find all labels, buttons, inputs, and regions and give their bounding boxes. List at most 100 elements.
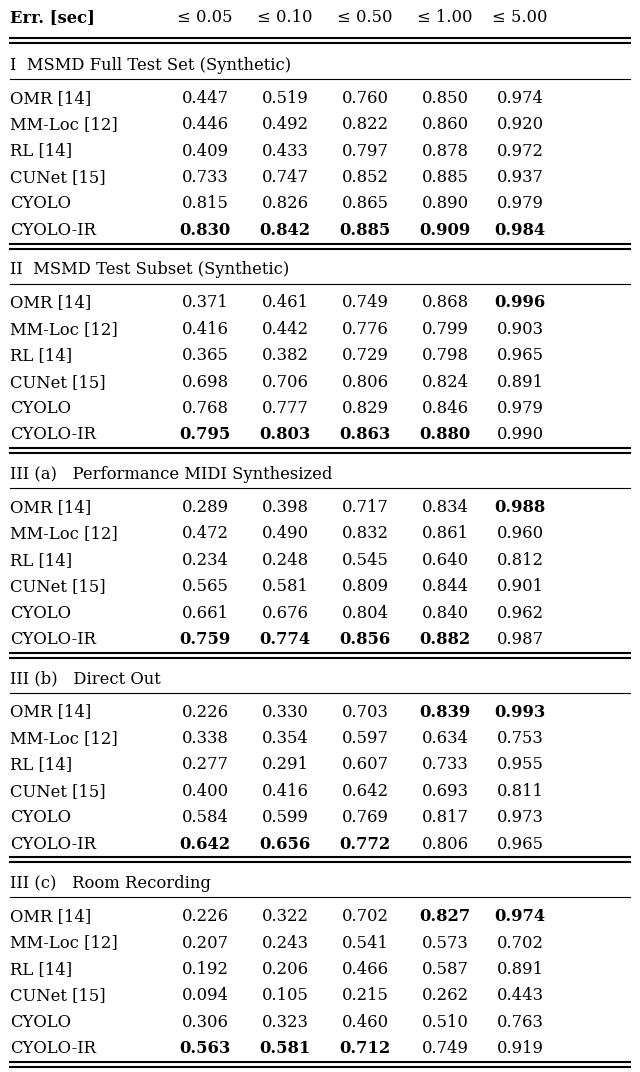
Text: MM-Loc [12]: MM-Loc [12] [10, 321, 118, 338]
Text: 0.960: 0.960 [497, 525, 543, 542]
Text: OMR [14]: OMR [14] [10, 703, 92, 720]
Text: 0.702: 0.702 [342, 908, 388, 925]
Text: 0.693: 0.693 [422, 783, 468, 800]
Text: 0.882: 0.882 [419, 631, 470, 649]
Text: 0.712: 0.712 [339, 1040, 390, 1057]
Text: 0.856: 0.856 [339, 631, 390, 649]
Text: 0.832: 0.832 [342, 525, 388, 542]
Text: 0.850: 0.850 [422, 90, 468, 107]
Text: 0.192: 0.192 [182, 961, 228, 978]
Text: 0.466: 0.466 [341, 961, 388, 978]
Text: 0.822: 0.822 [341, 116, 388, 133]
Text: 0.974: 0.974 [495, 908, 545, 925]
Text: 0.987: 0.987 [497, 631, 543, 649]
Text: 0.826: 0.826 [261, 195, 308, 212]
Text: RL [14]: RL [14] [10, 552, 72, 569]
Text: 0.988: 0.988 [494, 498, 546, 516]
Text: 0.733: 0.733 [422, 757, 468, 773]
Text: 0.885: 0.885 [422, 169, 468, 187]
Text: 0.607: 0.607 [342, 757, 388, 773]
Text: 0.472: 0.472 [182, 525, 228, 542]
Text: 0.382: 0.382 [262, 347, 308, 364]
Text: 0.749: 0.749 [342, 295, 388, 311]
Text: 0.759: 0.759 [179, 631, 230, 649]
Text: 0.768: 0.768 [182, 400, 228, 417]
Text: CYOLO: CYOLO [10, 1014, 71, 1031]
Text: 0.563: 0.563 [179, 1040, 230, 1057]
Text: 0.706: 0.706 [262, 374, 308, 390]
Text: RL [14]: RL [14] [10, 143, 72, 160]
Text: 0.581: 0.581 [259, 1040, 310, 1057]
Text: 0.640: 0.640 [421, 552, 468, 569]
Text: 0.323: 0.323 [262, 1014, 308, 1031]
Text: CUNet [15]: CUNet [15] [10, 169, 106, 187]
Text: 0.729: 0.729 [342, 347, 388, 364]
Text: 0.584: 0.584 [182, 809, 228, 827]
Text: 0.776: 0.776 [342, 321, 388, 338]
Text: 0.760: 0.760 [342, 90, 388, 107]
Text: 0.824: 0.824 [421, 374, 468, 390]
Text: 0.798: 0.798 [422, 347, 468, 364]
Text: 0.890: 0.890 [421, 195, 468, 212]
Text: MM-Loc [12]: MM-Loc [12] [10, 116, 118, 133]
Text: 0.979: 0.979 [497, 400, 543, 417]
Text: 0.839: 0.839 [419, 703, 470, 720]
Text: OMR [14]: OMR [14] [10, 498, 92, 516]
Text: 0.827: 0.827 [419, 908, 470, 925]
Text: 0.753: 0.753 [497, 730, 543, 747]
Text: 0.702: 0.702 [497, 935, 543, 952]
Text: 0.797: 0.797 [342, 143, 388, 160]
Text: CYOLO: CYOLO [10, 195, 71, 212]
Text: 0.442: 0.442 [261, 321, 308, 338]
Text: 0.461: 0.461 [262, 295, 308, 311]
Text: MM-Loc [12]: MM-Loc [12] [10, 935, 118, 952]
Text: 0.400: 0.400 [181, 783, 228, 800]
Text: 0.769: 0.769 [342, 809, 388, 827]
Text: ≤ 0.10: ≤ 0.10 [257, 10, 313, 27]
Text: 0.206: 0.206 [261, 961, 308, 978]
Text: 0.806: 0.806 [341, 374, 388, 390]
Text: 0.984: 0.984 [495, 222, 545, 239]
Text: 0.642: 0.642 [341, 783, 388, 800]
Text: 0.510: 0.510 [422, 1014, 468, 1031]
Text: RL [14]: RL [14] [10, 757, 72, 773]
Text: CUNet [15]: CUNet [15] [10, 783, 106, 800]
Text: 0.243: 0.243 [262, 935, 308, 952]
Text: 0.795: 0.795 [179, 427, 230, 444]
Text: 0.105: 0.105 [262, 987, 308, 1004]
Text: RL [14]: RL [14] [10, 347, 72, 364]
Text: MM-Loc [12]: MM-Loc [12] [10, 525, 118, 542]
Text: 0.717: 0.717 [342, 498, 388, 516]
Text: 0.806: 0.806 [421, 836, 468, 852]
Text: 0.909: 0.909 [419, 222, 470, 239]
Text: CUNet [15]: CUNet [15] [10, 578, 106, 595]
Text: 0.852: 0.852 [342, 169, 388, 187]
Text: 0.829: 0.829 [341, 400, 388, 417]
Text: 0.920: 0.920 [497, 116, 543, 133]
Text: 0.447: 0.447 [182, 90, 228, 107]
Text: 0.541: 0.541 [342, 935, 388, 952]
Text: RL [14]: RL [14] [10, 961, 72, 978]
Text: I  MSMD Full Test Set (Synthetic): I MSMD Full Test Set (Synthetic) [10, 57, 291, 74]
Text: 0.330: 0.330 [262, 703, 308, 720]
Text: 0.777: 0.777 [262, 400, 308, 417]
Text: 0.322: 0.322 [262, 908, 308, 925]
Text: 0.291: 0.291 [262, 757, 308, 773]
Text: 0.262: 0.262 [421, 987, 468, 1004]
Text: 0.919: 0.919 [497, 1040, 543, 1057]
Text: 0.891: 0.891 [497, 961, 543, 978]
Text: 0.804: 0.804 [341, 605, 388, 622]
Text: 0.996: 0.996 [494, 295, 546, 311]
Text: 0.972: 0.972 [497, 143, 543, 160]
Text: 0.891: 0.891 [497, 374, 543, 390]
Text: 0.573: 0.573 [422, 935, 468, 952]
Text: 0.587: 0.587 [422, 961, 468, 978]
Text: 0.490: 0.490 [261, 525, 308, 542]
Text: 0.811: 0.811 [497, 783, 543, 800]
Text: 0.416: 0.416 [182, 321, 228, 338]
Text: 0.955: 0.955 [497, 757, 543, 773]
Text: 0.545: 0.545 [342, 552, 388, 569]
Text: OMR [14]: OMR [14] [10, 90, 92, 107]
Text: 0.371: 0.371 [182, 295, 228, 311]
Text: 0.703: 0.703 [342, 703, 388, 720]
